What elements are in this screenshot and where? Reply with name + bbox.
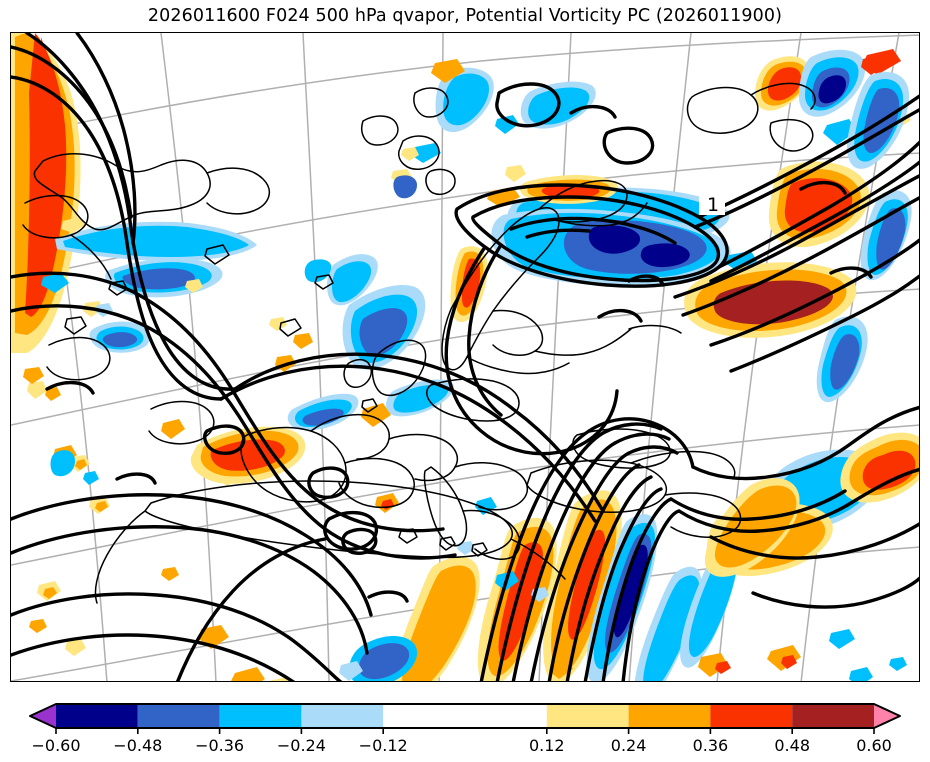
colorbar-tick-label: −0.12 — [358, 736, 408, 755]
colorbar-band — [710, 704, 793, 728]
contour-label-group: 1 — [699, 189, 725, 216]
colorbar-band — [56, 704, 138, 728]
colorbar-band — [546, 704, 629, 728]
map-axes[interactable]: 1 — [10, 32, 920, 682]
colorbar-tick-label: 0.12 — [528, 736, 565, 755]
colorbar-band — [301, 704, 384, 728]
colorbar-tick-label: 0.36 — [692, 736, 729, 755]
contour-label-1: 1 — [707, 194, 719, 216]
colorbar-canvas[interactable] — [0, 700, 930, 736]
map-canvas[interactable]: 1 — [11, 33, 920, 682]
colorbar-tick-label: −0.36 — [195, 736, 245, 755]
colorbar-band — [137, 704, 220, 728]
colorbar-tick-labels: −0.60 −0.48 −0.36 −0.24 −0.12 0.12 0.24 0.36 0.4… — [0, 736, 930, 762]
colorbar-tick-label: 0.60 — [856, 736, 892, 755]
colorbar-tick-label: −0.48 — [113, 736, 163, 755]
colorbar-band — [219, 704, 302, 728]
colorbar-tick-label: 0.24 — [610, 736, 647, 755]
page-title: 2026011600 F024 500 hPa qvapor, Potentia… — [147, 6, 783, 26]
colorbar-band — [383, 704, 547, 728]
colorbar-band — [792, 704, 874, 728]
colorbar-over-arrow — [874, 704, 900, 728]
colorbar-tick-label: −0.24 — [276, 736, 326, 755]
colorbar[interactable]: −0.60 −0.48 −0.36 −0.24 −0.12 0.12 0.24 0.36 0.4… — [0, 700, 930, 762]
qvapor-anomaly-fills — [11, 33, 919, 681]
colorbar-tick-label: −0.60 — [31, 736, 81, 755]
colorbar-ticks — [55, 728, 875, 734]
colorbar-tick-label: 0.48 — [774, 736, 810, 755]
colorbar-under-arrow — [30, 704, 56, 728]
colorbar-bands — [30, 704, 900, 728]
colorbar-band — [628, 704, 711, 728]
potential-vorticity-contours — [11, 33, 919, 681]
